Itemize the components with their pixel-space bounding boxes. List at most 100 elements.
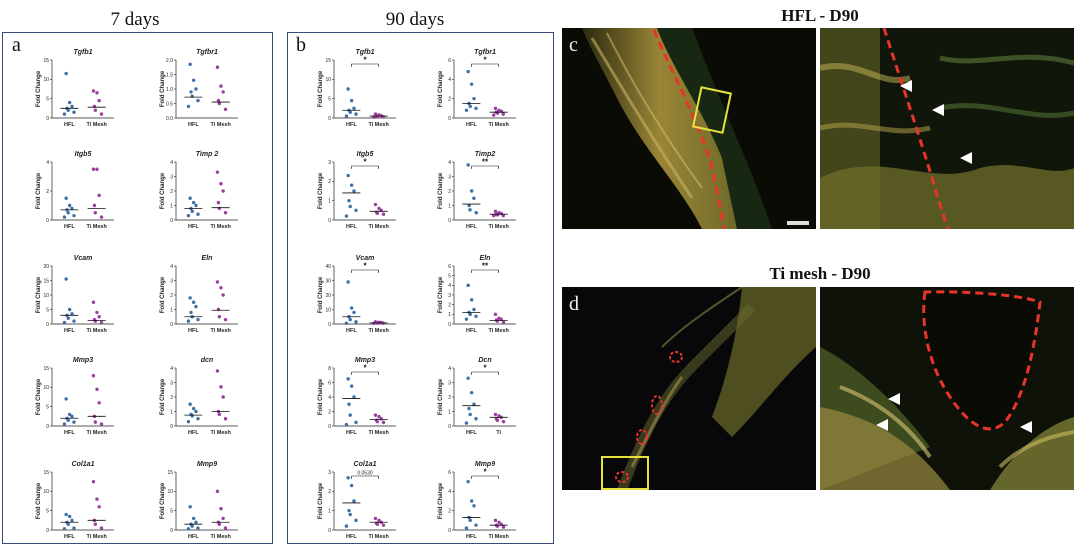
data-point [97,315,101,319]
gene-title-timp2: Timp 2 [196,151,219,158]
y-axis-label: Fold Change [160,482,166,519]
data-point [62,215,67,219]
y-axis-label: Fold Change [318,276,324,313]
gene-title-itgb5: Itgb5 [357,151,374,158]
data-point [352,499,356,503]
data-point [67,412,72,417]
data-point [354,208,358,213]
y-tick-label: 3 [170,380,173,386]
y-tick-label: 15 [43,58,49,64]
y-tick-label: 20 [325,293,331,299]
data-point [72,319,76,323]
y-tick-label: 10 [43,77,49,83]
image-title-ti-mesh-d90: Ti mesh - D90 [769,264,871,283]
data-point [346,280,350,284]
data-point [492,113,496,117]
data-point [493,412,498,417]
data-point [501,525,506,529]
y-tick-label: 0 [448,116,451,122]
y-tick-label: 0.0 [166,116,173,122]
data-point [93,211,98,215]
data-point [493,106,498,111]
significance-label: ** [482,158,489,167]
data-point [93,522,98,526]
data-point [66,316,70,320]
x-category-label: HFL [188,328,199,334]
data-point [373,202,378,207]
y-tick-label: 1 [170,307,173,313]
y-tick-label: 10 [43,385,49,391]
gene-title-col1a1: Col1a1 [72,461,95,468]
data-point [216,307,221,312]
data-point [194,87,198,91]
data-point [191,300,196,304]
data-point [464,526,469,530]
y-tick-label: 2 [46,189,49,195]
data-point [346,173,350,178]
data-point [495,319,500,323]
data-point [196,417,200,421]
y-tick-label: 4 [328,395,331,401]
data-point [223,417,228,421]
data-point [472,196,476,200]
gene-title-vcam: Vcam [356,255,375,262]
y-tick-label: 0 [170,424,173,430]
data-point [93,108,98,112]
y-tick-label: 1 [448,409,451,415]
data-point [67,100,72,105]
image-title-hfl-d90: HFL - D90 [781,6,859,25]
data-point [352,395,356,399]
data-point [66,211,70,215]
significance-label: * [483,468,487,477]
data-point [474,314,478,318]
significance-label: * [363,158,367,167]
data-point [93,420,98,424]
data-point [346,87,350,91]
y-tick-label: 30 [325,278,331,284]
data-point [217,412,222,417]
data-point [495,418,500,422]
y-tick-label: 2 [448,508,451,514]
y-tick-label: 4 [448,77,451,83]
y-tick-label: 2 [170,189,173,195]
data-point [190,524,194,528]
data-point [348,413,352,417]
data-point [223,317,228,322]
gene-title-eln: Eln [480,255,491,262]
data-point [349,384,354,388]
data-point [468,208,472,212]
data-point [381,115,385,119]
data-point [217,315,222,319]
y-tick-label: 0 [46,322,49,328]
y-tick-label: 2 [448,96,451,102]
data-point [466,283,470,288]
scale-bar [787,221,809,225]
y-tick-label: 4 [170,264,173,270]
data-point [219,84,223,88]
data-point [64,512,68,517]
gene-title-mmp9: Mmp9 [197,461,217,468]
y-tick-label: 0 [46,424,49,430]
data-point [66,418,70,422]
y-tick-label: 0 [448,218,451,224]
y-tick-label: 1 [170,409,173,415]
data-point [349,183,354,187]
y-tick-label: 2 [170,395,173,401]
y-tick-label: 3 [448,380,451,386]
data-point [348,204,352,209]
data-point [219,385,223,389]
data-point [97,98,101,103]
data-point [469,298,474,302]
data-point [70,206,74,211]
hfl-zoom-dashed-line [882,28,950,229]
y-axis-label: Fold Change [36,482,42,519]
data-point [72,213,76,218]
y-tick-label: 3 [170,174,173,180]
data-point [468,312,472,317]
data-point [91,167,96,171]
data-point [62,320,67,325]
x-category-label: Ti Mesh [368,430,389,436]
data-point [223,211,228,215]
y-tick-label: 3 [170,278,173,284]
y-tick-label: 1 [328,198,331,204]
